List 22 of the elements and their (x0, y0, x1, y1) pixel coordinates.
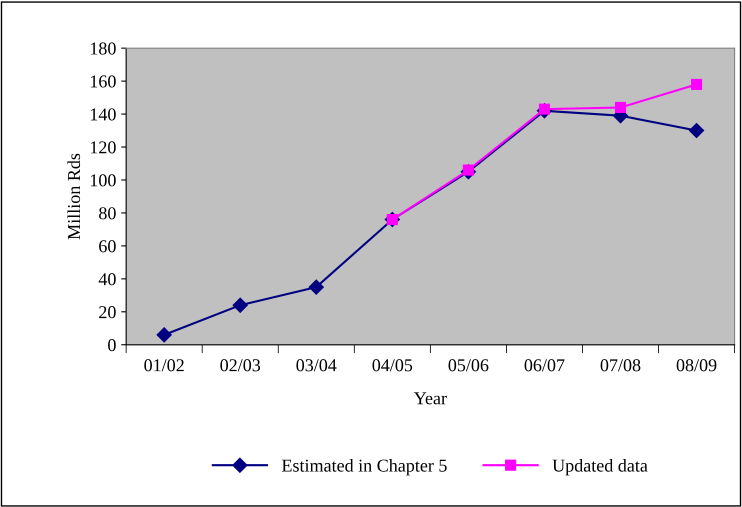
legend-label: Estimated in Chapter 5 (282, 458, 447, 476)
y-axis-title: Million Rds (67, 154, 80, 240)
x-tick-label: 04/05 (372, 359, 412, 372)
y-tick-label: 160 (90, 75, 116, 88)
x-tick-label: 03/04 (296, 359, 337, 372)
y-tick-label: 120 (90, 141, 116, 154)
x-axis-title: Year (414, 392, 447, 404)
y-tick-label: 180 (90, 42, 116, 55)
x-tick-label: 08/09 (676, 359, 716, 372)
y-tick-label: 20 (99, 306, 116, 318)
y-tick-label: 100 (90, 174, 116, 186)
y-tick-label: 40 (98, 273, 116, 286)
y-tick-label: 140 (90, 108, 116, 121)
x-tick-label: 05/06 (448, 359, 488, 372)
y-tick-label: 80 (99, 207, 116, 220)
x-tick-label: 01/02 (144, 359, 184, 372)
y-tick-label: 0 (108, 339, 116, 352)
x-tick-label: 06/07 (524, 359, 564, 372)
x-tick-label: 02/03 (220, 359, 260, 372)
x-tick-label: 07/08 (600, 359, 640, 372)
legend-label: Updated data (552, 458, 648, 476)
y-tick-label: 60 (99, 240, 116, 252)
